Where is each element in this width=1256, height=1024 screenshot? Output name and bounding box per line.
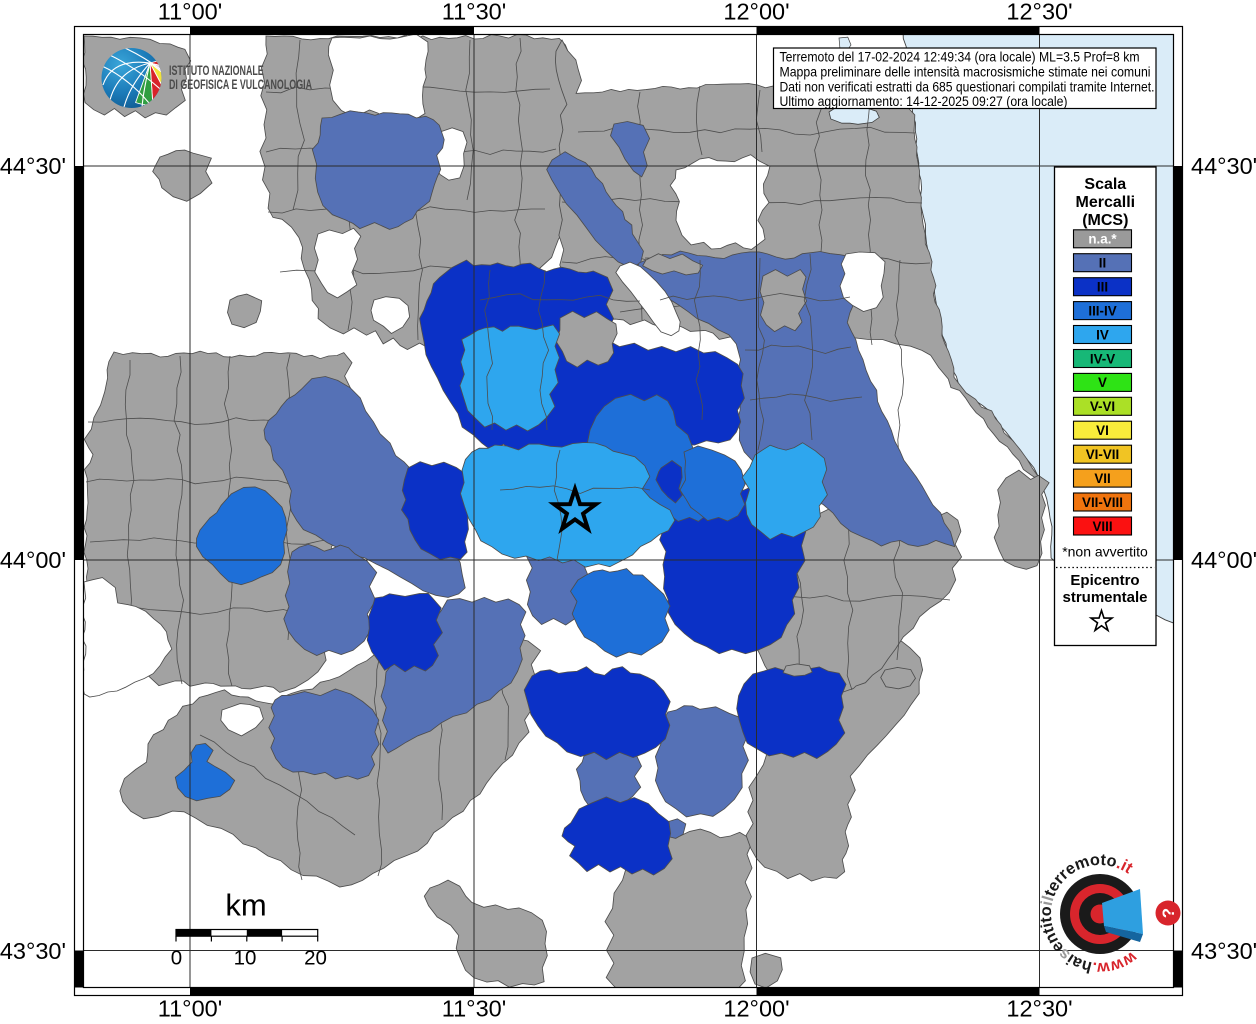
svg-text:VII-VIII: VII-VIII bbox=[1082, 495, 1123, 510]
svg-text:10: 10 bbox=[234, 947, 257, 970]
svg-text:VIII: VIII bbox=[1092, 519, 1112, 534]
svg-text:III-IV: III-IV bbox=[1088, 303, 1116, 318]
svg-text:11°00': 11°00' bbox=[158, 996, 222, 1022]
svg-text:VI-VII: VI-VII bbox=[1086, 447, 1119, 462]
svg-text:V: V bbox=[1098, 375, 1107, 390]
svg-text:VII: VII bbox=[1094, 471, 1110, 486]
svg-text:11°30': 11°30' bbox=[442, 0, 506, 25]
svg-text:44°30': 44°30' bbox=[0, 153, 66, 179]
svg-text:11°30': 11°30' bbox=[442, 996, 506, 1022]
svg-text:43°30': 43°30' bbox=[1191, 938, 1256, 964]
svg-text:20: 20 bbox=[304, 947, 327, 970]
svg-text:Dati non verificati estratti d: Dati non verificati estratti da 685 ques… bbox=[780, 79, 1155, 94]
svg-text:km: km bbox=[225, 888, 266, 923]
svg-text:Ultimo aggiornamento: 14-12-20: Ultimo aggiornamento: 14-12-2025 09:27 (… bbox=[780, 94, 1068, 109]
svg-text:0: 0 bbox=[171, 947, 182, 970]
svg-text:Mercalli: Mercalli bbox=[1076, 194, 1136, 211]
svg-text:II: II bbox=[1099, 256, 1106, 271]
svg-text:12°00': 12°00' bbox=[723, 0, 789, 25]
svg-text:IV: IV bbox=[1096, 327, 1109, 342]
svg-text:(MCS): (MCS) bbox=[1082, 212, 1128, 229]
svg-text:Epicentro: Epicentro bbox=[1070, 572, 1139, 589]
svg-text:Scala: Scala bbox=[1084, 176, 1126, 193]
svg-text:*non avvertito: *non avvertito bbox=[1062, 544, 1148, 560]
svg-text:strumentale: strumentale bbox=[1062, 589, 1147, 606]
svg-text:IV-V: IV-V bbox=[1090, 351, 1115, 366]
svg-text:?: ? bbox=[1159, 908, 1178, 918]
svg-text:44°30': 44°30' bbox=[1191, 153, 1256, 179]
svg-text:III: III bbox=[1097, 280, 1108, 295]
svg-text:44°00': 44°00' bbox=[0, 547, 66, 573]
svg-text:12°30': 12°30' bbox=[1006, 996, 1072, 1022]
svg-text:ISTITUTO NAZIONALE: ISTITUTO NAZIONALE bbox=[169, 64, 264, 78]
svg-text:44°00': 44°00' bbox=[1191, 547, 1256, 573]
svg-text:Mappa preliminare delle intens: Mappa preliminare delle intensità macros… bbox=[780, 65, 1151, 80]
svg-text:12°30': 12°30' bbox=[1006, 0, 1072, 25]
svg-text:DI GEOFISICA E VULCANOLOGIA: DI GEOFISICA E VULCANOLOGIA bbox=[169, 78, 312, 92]
svg-text:V-VI: V-VI bbox=[1090, 399, 1115, 414]
svg-text:11°00': 11°00' bbox=[158, 0, 222, 25]
svg-text:n.a.*: n.a.* bbox=[1088, 232, 1117, 247]
svg-text:12°00': 12°00' bbox=[723, 996, 789, 1022]
svg-text:43°30': 43°30' bbox=[0, 938, 66, 964]
svg-text:VI: VI bbox=[1096, 423, 1109, 438]
svg-text:Terremoto del 17-02-2024 12:49: Terremoto del 17-02-2024 12:49:34 (ora l… bbox=[780, 50, 1140, 65]
